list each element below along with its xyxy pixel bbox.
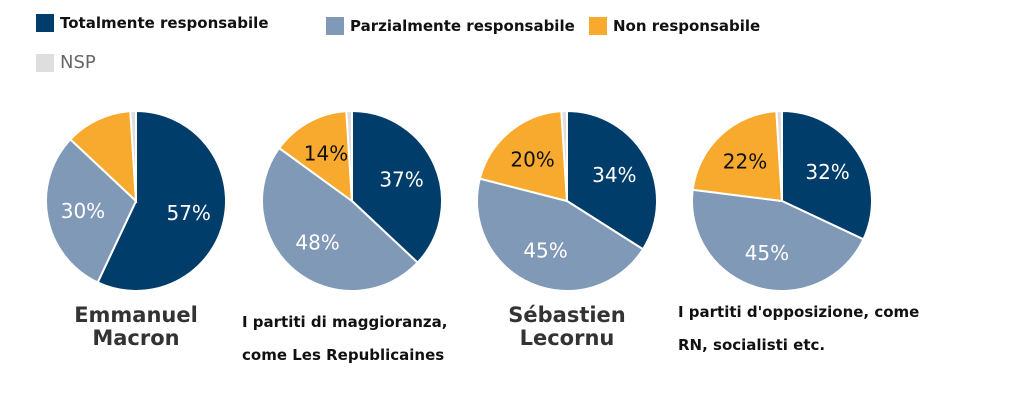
pie-1-label-parzialmente: 30% [61, 199, 105, 223]
chart-title-opposizione: I partiti d'opposizione, come RN, social… [678, 296, 958, 362]
pie-3-label-totalmente: 34% [592, 163, 636, 187]
chart-title-lecornu-line2: Lecornu [497, 327, 637, 350]
chart-title-opposizione-line2: RN, socialisti etc. [678, 329, 958, 362]
chart-title-maggioranza-line2: come Les Republicaines [242, 339, 482, 372]
pie-4-label-totalmente: 32% [805, 160, 849, 184]
pie-4-label-parzialmente: 45% [745, 241, 789, 265]
chart-title-macron-line1: Emmanuel [66, 304, 206, 327]
chart-title-macron-line2: Macron [66, 327, 206, 350]
chart-title-maggioranza: I partiti di maggioranza, come Les Repub… [242, 306, 482, 372]
pie-2-label-parzialmente: 48% [295, 231, 339, 255]
pie-3-label-non: 20% [510, 147, 554, 171]
pie-3-label-parzialmente: 45% [523, 239, 567, 263]
chart-title-opposizione-line1: I partiti d'opposizione, come [678, 296, 958, 329]
chart-title-lecornu-line1: Sébastien [497, 304, 637, 327]
chart-title-maggioranza-line1: I partiti di maggioranza, [242, 306, 482, 339]
chart-title-lecornu: Sébastien Lecornu [497, 304, 637, 350]
pie-1-label-totalmente: 57% [166, 201, 210, 225]
pie-2-label-totalmente: 37% [379, 168, 423, 192]
pie-4-label-non: 22% [723, 150, 767, 174]
chart-title-macron: Emmanuel Macron [66, 304, 206, 350]
pie-2-label-non: 14% [304, 142, 348, 166]
